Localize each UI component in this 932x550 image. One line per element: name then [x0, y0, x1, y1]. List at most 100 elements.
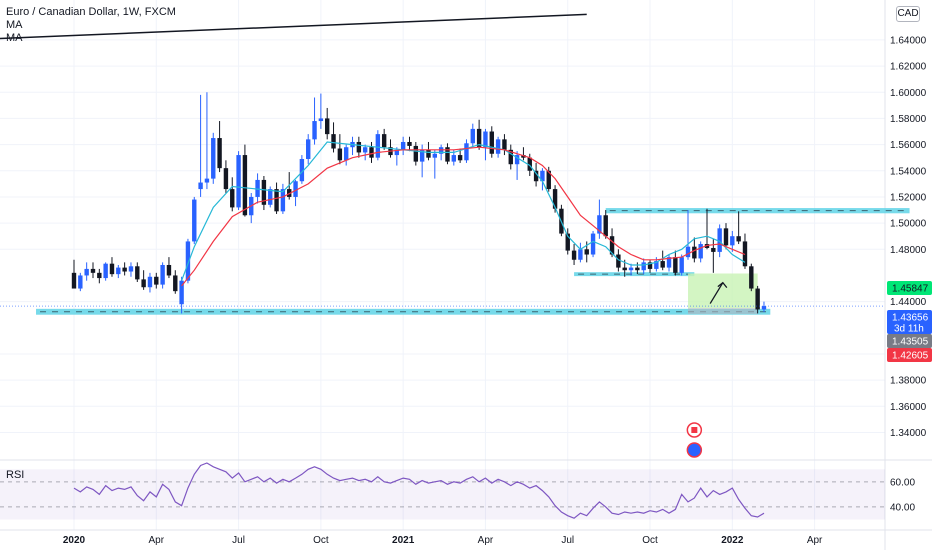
candle-body — [198, 182, 203, 190]
candle-body — [343, 147, 349, 161]
candle-body — [154, 276, 159, 285]
candle-body — [325, 118, 330, 135]
candle-body — [673, 257, 678, 273]
candle-body — [438, 147, 444, 154]
candle-body — [603, 215, 608, 237]
candle-body — [400, 141, 406, 150]
candle-body — [413, 145, 419, 162]
candle-body — [489, 131, 494, 154]
candle-body — [457, 155, 463, 161]
candle-body — [236, 155, 241, 208]
x-tick-label: Oct — [642, 535, 658, 546]
price-axis[interactable]: 1.64000 1.62000 1.60000 1.58000 1.56000 1.540… — [887, 35, 932, 439]
up-arrow-shaft — [709, 282, 724, 304]
candle-body — [527, 157, 532, 171]
eu-flag-icon — [686, 442, 703, 458]
price-badge-label: 1.43656 — [892, 313, 929, 324]
candle-body — [635, 267, 640, 271]
candle-body — [628, 267, 634, 271]
y-tick-label: 1.48000 — [890, 245, 927, 256]
candle-body — [445, 147, 450, 162]
rsi-band — [0, 469, 885, 520]
rsi-legend[interactable]: RSI — [6, 469, 25, 481]
candle-body — [476, 128, 482, 148]
candle-body — [71, 272, 77, 289]
candle-body — [749, 266, 754, 289]
symbol-title[interactable]: Euro / Canadian Dollar, 1W, FXCM — [6, 6, 176, 18]
candle-body — [299, 158, 305, 182]
candle-body — [730, 236, 735, 246]
candle-body — [521, 155, 526, 158]
candle-body — [78, 275, 83, 289]
candle-body — [679, 257, 684, 273]
y-tick-label: 1.54000 — [890, 166, 927, 177]
candle-body — [128, 266, 134, 272]
rsi-pane: 60.00 40.00 — [0, 462, 915, 520]
candle-body — [419, 149, 425, 162]
candle-body — [204, 178, 210, 183]
target-box — [688, 273, 758, 309]
candle-body — [179, 280, 184, 305]
x-tick-label: Apr — [149, 535, 165, 546]
y-tick-label: 1.58000 — [890, 114, 927, 125]
candle-body — [147, 276, 153, 288]
candle-body — [293, 181, 298, 197]
trendline — [0, 13, 587, 40]
candle-body — [641, 262, 646, 271]
time-axis[interactable]: 2020 Apr Jul Oct 2021 Apr Jul Oct 2022 Apr — [63, 535, 823, 546]
candle-body — [540, 170, 545, 182]
candle-body — [685, 246, 691, 258]
candle-body — [616, 254, 621, 268]
candle-body — [185, 241, 191, 281]
candle-body — [331, 134, 336, 149]
candle-body — [514, 155, 520, 165]
y-tick-label: 1.56000 — [890, 140, 927, 151]
candle-body — [261, 179, 267, 205]
candle-body — [97, 272, 102, 279]
candle-body — [692, 246, 697, 259]
candle-body — [495, 139, 501, 154]
candle-body — [647, 262, 653, 269]
price-badge-label: 1.43505 — [892, 337, 929, 348]
candle-body — [223, 168, 229, 190]
candle-body — [280, 189, 286, 212]
x-tick-label: Oct — [313, 535, 329, 546]
candle-body — [173, 275, 178, 292]
y-tick-label: 1.52000 — [890, 192, 927, 203]
candle-body — [274, 189, 279, 212]
candle-body — [654, 261, 659, 269]
candle-body — [192, 199, 197, 242]
ma-legend-2[interactable]: MA — [6, 32, 23, 44]
candles — [71, 92, 767, 314]
canada-flag-icon-mark — [691, 427, 698, 433]
up-arrow-head — [717, 281, 728, 289]
candle-body — [356, 141, 362, 153]
candle-body — [483, 131, 488, 148]
candle-body — [369, 147, 374, 158]
candle-body — [109, 263, 115, 275]
candle-body — [230, 189, 235, 208]
candle-body — [508, 149, 513, 165]
stop-box — [688, 308, 758, 315]
x-tick-label: 2020 — [63, 535, 86, 546]
candle-body — [394, 149, 400, 156]
candle-body — [362, 147, 368, 153]
candle-body — [470, 128, 475, 144]
countdown-label: 3d 11h — [894, 324, 924, 335]
candle-body — [660, 261, 665, 268]
candle-body — [217, 138, 222, 169]
rsi-level-label: 60.00 — [890, 477, 915, 488]
candle-body — [160, 264, 165, 285]
ma-fast-line — [181, 141, 746, 281]
candle-body — [736, 236, 741, 242]
rsi-line — [73, 462, 765, 519]
candle-body — [502, 139, 507, 150]
ma-legend-1[interactable]: MA — [6, 19, 23, 31]
currency-button[interactable]: CAD — [896, 6, 920, 22]
candle-body — [375, 134, 381, 158]
candle-body — [306, 139, 311, 159]
candle-body — [723, 228, 729, 246]
candle-body — [761, 306, 767, 310]
